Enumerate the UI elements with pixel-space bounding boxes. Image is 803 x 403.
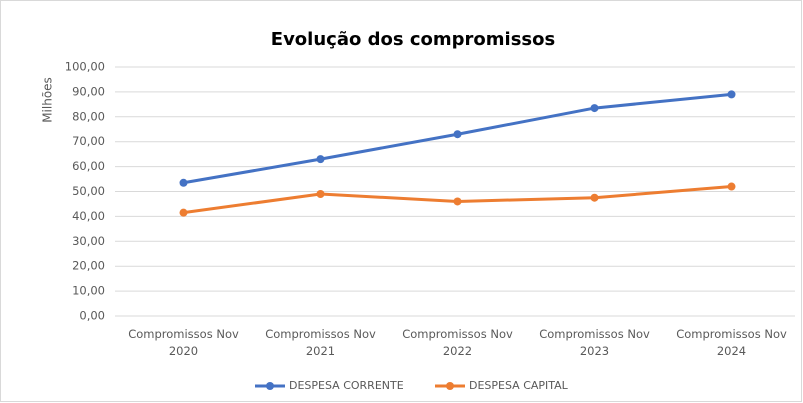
y-tick-label: 90,00	[72, 84, 105, 98]
y-axis-label: Milhões	[41, 77, 55, 123]
y-tick-label: 10,00	[72, 284, 105, 298]
y-tick-label: 30,00	[72, 234, 105, 248]
legend-marker	[446, 382, 454, 390]
legend-marker	[266, 382, 274, 390]
data-point	[727, 182, 736, 191]
legend-label: DESPESA CAPITAL	[469, 379, 569, 392]
data-point	[316, 189, 325, 198]
y-tick-label: 40,00	[72, 209, 105, 223]
y-tick-label: 70,00	[72, 134, 105, 148]
x-tick-label: Compromissos Nov 2023	[539, 327, 650, 358]
x-tick-label: Compromissos Nov 2022	[402, 327, 513, 358]
x-tick-label: Compromissos Nov 2020	[128, 327, 239, 358]
y-tick-label: 60,00	[72, 159, 105, 173]
data-point	[179, 208, 188, 217]
data-point	[316, 155, 325, 164]
legend-label: DESPESA CORRENTE	[289, 379, 404, 392]
data-point	[453, 197, 462, 206]
data-point	[453, 130, 462, 139]
data-point	[590, 104, 599, 113]
y-tick-label: 80,00	[72, 109, 105, 123]
chart-title: Evolução dos compromissos	[271, 29, 555, 50]
x-tick-label: Compromissos Nov 2021	[265, 327, 376, 358]
y-tick-label: 20,00	[72, 259, 105, 273]
data-point	[179, 178, 188, 187]
y-tick-label: 50,00	[72, 184, 105, 198]
x-tick-label: Compromissos Nov 2024	[676, 327, 787, 358]
data-point	[590, 193, 599, 202]
data-point	[727, 90, 736, 99]
y-tick-label: 0,00	[79, 309, 105, 323]
y-tick-label: 100,00	[65, 60, 105, 74]
